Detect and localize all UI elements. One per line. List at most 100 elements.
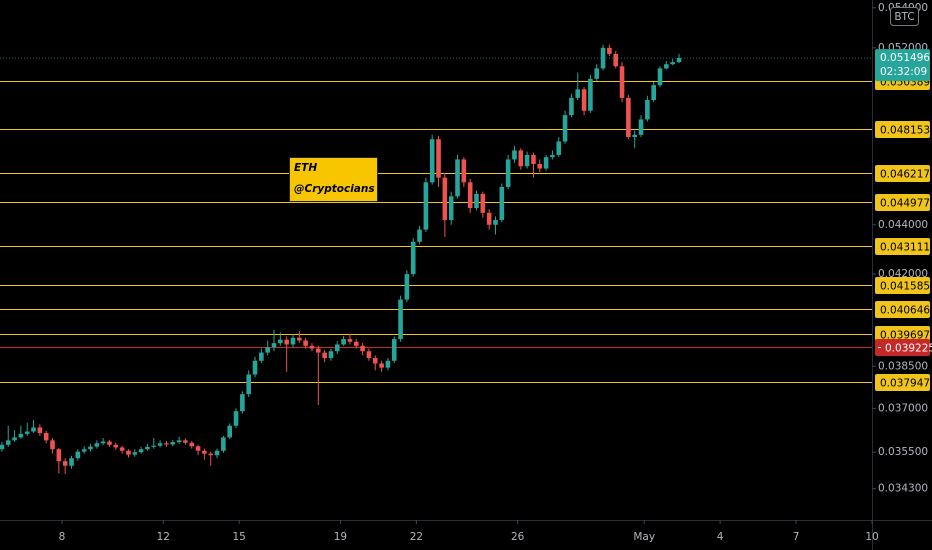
candle-body [24, 431, 30, 434]
candle-body [341, 339, 346, 345]
candle-body [0, 444, 5, 450]
x-tick-label: 15 [233, 531, 246, 543]
candle-body [132, 452, 138, 455]
last-price-box [875, 49, 930, 82]
candle-body [372, 358, 378, 364]
y-tick-label: 0.034300 [878, 483, 928, 495]
candle-body [119, 447, 125, 451]
candle-body [240, 394, 245, 412]
candle-body [284, 339, 289, 345]
candle-body [512, 150, 517, 160]
candle-body [550, 154, 555, 158]
candle-body [651, 85, 656, 101]
candle-body [309, 345, 315, 349]
candle-body [619, 66, 625, 98]
level-label-box [875, 277, 930, 294]
candle-body [271, 343, 277, 348]
x-tick-label: 4 [717, 531, 724, 543]
candle-body [183, 440, 188, 443]
candle-body [170, 442, 176, 445]
candle-body [43, 432, 49, 441]
currency-badge[interactable] [890, 7, 919, 26]
candle-body [69, 458, 74, 466]
candle-body [50, 440, 55, 450]
level-label-box [875, 238, 930, 255]
level-label: 0.044977 [880, 198, 930, 210]
candle-body [12, 437, 17, 441]
level-label-box [875, 121, 930, 138]
candle-body [100, 441, 106, 444]
candle-body [569, 97, 574, 116]
candle-body [436, 139, 441, 178]
candle-body [37, 427, 43, 433]
candle-body [417, 229, 422, 242]
candle-body [594, 68, 600, 79]
candle-body [334, 344, 340, 352]
x-tick-label: 8 [59, 531, 66, 543]
candle-body [664, 64, 669, 69]
candle-body [524, 154, 530, 167]
annotation-box [289, 157, 378, 202]
candle-body [259, 352, 264, 361]
candle-body [157, 443, 163, 446]
candle-body [505, 159, 511, 187]
candle-body [423, 182, 429, 230]
candle-body [195, 446, 201, 451]
y-tick-label: 0.035500 [878, 446, 928, 458]
x-tick-label: 10 [865, 531, 878, 543]
annotation: ETH @Cryptocians [289, 157, 378, 202]
candle-body [107, 441, 112, 445]
candle-body [607, 47, 612, 54]
candle-body [493, 219, 498, 225]
y-tick-label: 0.037000 [878, 402, 928, 414]
candle-body [151, 445, 157, 447]
candle-body [221, 437, 226, 451]
candle-body [208, 453, 214, 456]
level-label-box [875, 374, 930, 391]
price-labels: 0.0503890.0481530.0462170.0449770.043111… [875, 49, 932, 391]
candle-body [176, 440, 182, 443]
level-label-box [875, 165, 930, 182]
candle-body [322, 352, 327, 359]
candle-body [353, 341, 359, 346]
level-label: 0.043111 [880, 242, 930, 254]
annotation-line: @Cryptocians [294, 183, 375, 195]
candle-body [31, 427, 36, 432]
annotation-line: ETH [294, 162, 317, 174]
candle-body [94, 443, 100, 447]
candle-body [562, 115, 568, 142]
x-tick-label: 19 [334, 531, 347, 543]
candle-body [581, 89, 587, 111]
candle-body [202, 450, 207, 454]
candle-body [113, 444, 119, 448]
candle-body [126, 450, 131, 455]
candle-body [138, 449, 144, 453]
candle-body [297, 337, 302, 341]
level-label: 0.041585 [880, 281, 930, 293]
level-label: 0.037947 [880, 378, 930, 390]
candle-body [88, 446, 93, 450]
level-label-box [875, 301, 930, 318]
candle-body [575, 89, 581, 98]
plot-area [0, 44, 872, 474]
candle-body [537, 163, 543, 169]
candle-body [556, 141, 562, 155]
candle-body [670, 62, 675, 65]
candle-body [676, 58, 682, 63]
candle-body [398, 299, 403, 340]
level-label: 0.039697 [880, 330, 930, 342]
candle-body [56, 449, 62, 462]
x-tick-label: 7 [793, 531, 800, 543]
candle-body [5, 440, 11, 445]
candle-body [385, 360, 391, 368]
x-tick-label: 26 [511, 531, 525, 543]
candle-body [543, 157, 549, 169]
candle-body [214, 450, 220, 456]
candle-body [410, 241, 416, 275]
candle-body [626, 97, 631, 138]
candle-body [81, 449, 87, 452]
candle-body [638, 119, 644, 135]
candle-body [531, 154, 536, 164]
candle-body [62, 461, 68, 466]
